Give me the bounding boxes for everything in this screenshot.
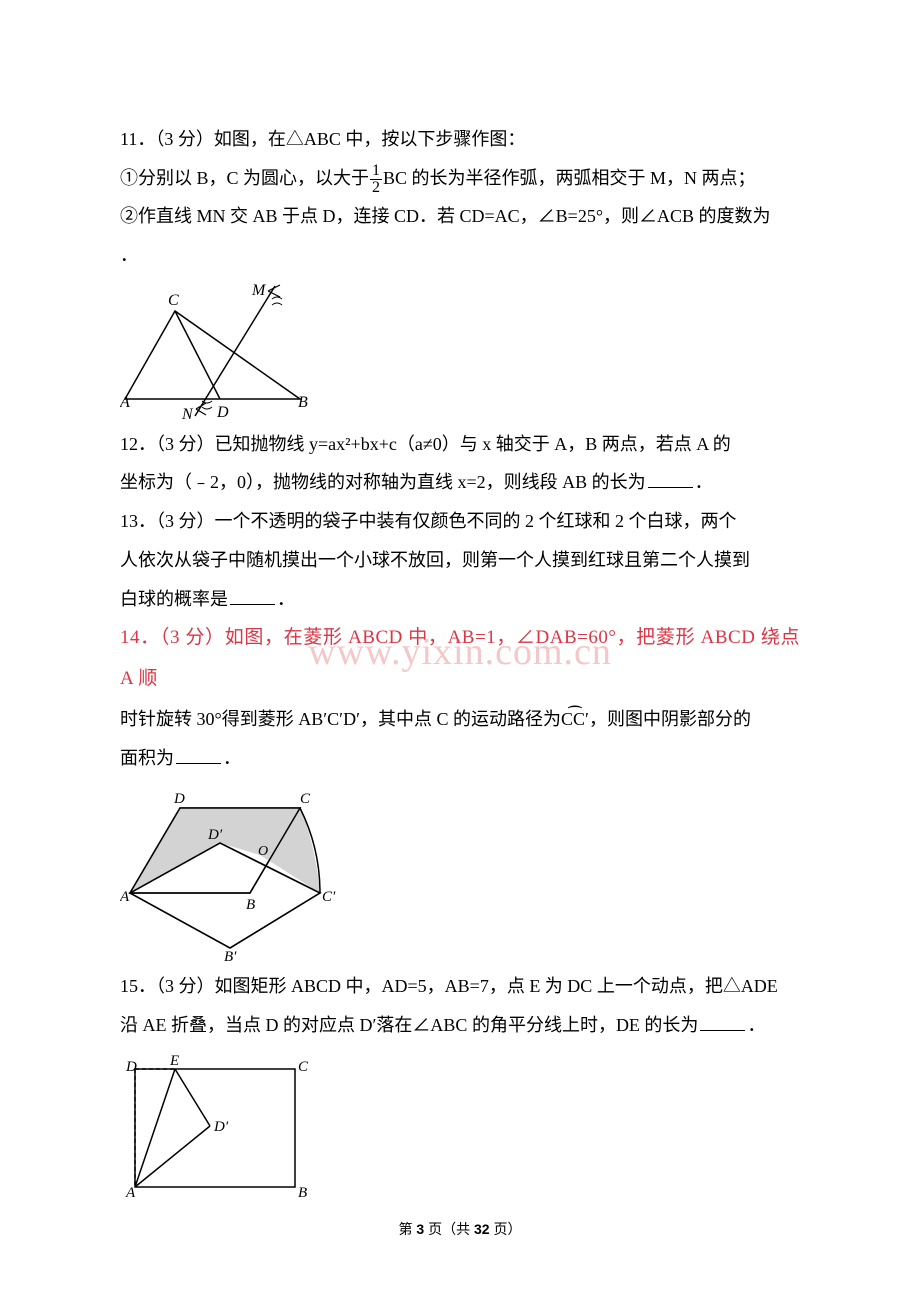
q14-line3: 面积为 ． [120, 739, 800, 778]
q14-line2-pre: 时针旋转 30°得到菱形 AB′C′D′，其中点 C 的运动路径为 [120, 709, 561, 729]
fraction-half: 12 [370, 163, 382, 196]
q13-line3: 白球的概率是 ． [120, 580, 800, 619]
footer-post: 页） [493, 1221, 521, 1237]
q14-line3-pre: 面积为 [120, 748, 174, 768]
q11-line4: ． [120, 236, 800, 275]
q14-line2-post: ，则图中阴影部分的 [589, 709, 751, 729]
q14-line3-post: ． [223, 748, 241, 768]
svg-text:M: M [251, 282, 267, 299]
q13-line1: 13．（3 分）一个不透明的袋子中装有仅颜色不同的 2 个红球和 2 个白球，两… [120, 502, 800, 541]
q11-line2-post: BC 的长为半径作弧，两弧相交于 M，N 两点； [383, 168, 756, 188]
q12-line2: 坐标为（﹣2，0），抛物线的对称轴为直线 x=2，则线段 AB 的长为 ． [120, 463, 800, 502]
svg-text:D: D [125, 1059, 137, 1075]
q14-line2: 时针旋转 30°得到菱形 AB′C′D′，其中点 C 的运动路径为CC′，则图中… [120, 700, 800, 739]
blank [648, 471, 693, 488]
footer-total: 32 [474, 1221, 490, 1237]
svg-text:E: E [169, 1053, 179, 1069]
q15-line1: 15．（3 分）如图矩形 ABCD 中，AD=5，AB=7，点 E 为 DC 上… [120, 967, 800, 1006]
q14-line1: 14．（3 分）如图，在菱形 ABCD 中，AB=1，∠DAB=60°，把菱形 … [120, 618, 800, 700]
svg-text:D: D [173, 791, 185, 807]
page-footer: 第 3 页（共 32 页） [0, 1214, 920, 1244]
blank [230, 587, 275, 604]
q13-line2: 人依次从袋子中随机摸出一个小球不放回，则第一个人摸到红球且第二个人摸到 [120, 541, 800, 580]
blank [700, 1014, 745, 1031]
svg-text:B: B [298, 394, 308, 411]
q15-line2-pre: 沿 AE 折叠，当点 D 的对应点 D′落在∠ABC 的角平分线上时，DE 的长… [120, 1015, 698, 1035]
svg-text:A: A [120, 394, 130, 411]
content-area: 11．（3 分）如图，在△ABC 中，按以下步骤作图： ①分别以 B，C 为圆心… [120, 120, 800, 1201]
q11-line2: ①分别以 B，C 为圆心，以大于12BC 的长为半径作弧，两弧相交于 M，N 两… [120, 159, 800, 198]
svg-text:A: A [125, 1185, 136, 1201]
exam-page: www.yixin.com.cn 11．（3 分）如图，在△ABC 中，按以下步… [0, 0, 920, 1302]
footer-pre: 第 [399, 1221, 413, 1237]
svg-text:C: C [300, 791, 311, 807]
svg-text:D′: D′ [207, 827, 223, 843]
svg-text:C: C [168, 292, 179, 309]
svg-text:O: O [258, 844, 268, 859]
arc-cc: CC′ [561, 700, 589, 739]
svg-text:D′: D′ [213, 1119, 229, 1135]
q13-line3-pre: 白球的概率是 [120, 589, 228, 609]
frac-den: 2 [370, 180, 382, 196]
frac-num: 1 [370, 163, 382, 180]
svg-text:A: A [120, 889, 130, 905]
q11-line1: 11．（3 分）如图，在△ABC 中，按以下步骤作图： [120, 120, 800, 159]
svg-text:B′: B′ [224, 949, 237, 963]
svg-text:N: N [181, 406, 194, 421]
footer-mid: 页（共 [428, 1221, 470, 1237]
blank [176, 746, 221, 763]
q15-line2-post: ． [747, 1015, 765, 1035]
q11-figure: A B C D M N [120, 281, 320, 421]
q11-line3: ②作直线 MN 交 AB 于点 D，连接 CD．若 CD=AC，∠B=25°，则… [120, 197, 800, 236]
q12-line2-post: ． [695, 472, 713, 492]
q11-line2-pre: ①分别以 B，C 为圆心，以大于 [120, 168, 369, 188]
footer-page: 3 [416, 1221, 424, 1237]
q15-line2: 沿 AE 折叠，当点 D 的对应点 D′落在∠ABC 的角平分线上时，DE 的长… [120, 1006, 800, 1045]
svg-text:C: C [298, 1059, 309, 1075]
svg-text:B: B [246, 897, 255, 913]
q15-figure: D E C A B D′ [120, 1051, 310, 1201]
svg-text:C′: C′ [322, 889, 336, 905]
svg-text:D: D [216, 404, 229, 421]
q13-line3-post: ． [277, 589, 295, 609]
svg-text:B: B [298, 1185, 307, 1201]
q14-figure: A B C D D′ C′ B′ O [120, 783, 340, 963]
q12-line2-pre: 坐标为（﹣2，0），抛物线的对称轴为直线 x=2，则线段 AB 的长为 [120, 472, 646, 492]
q12-line1: 12．（3 分）已知抛物线 y=ax²+bx+c（a≠0）与 x 轴交于 A，B… [120, 425, 800, 464]
